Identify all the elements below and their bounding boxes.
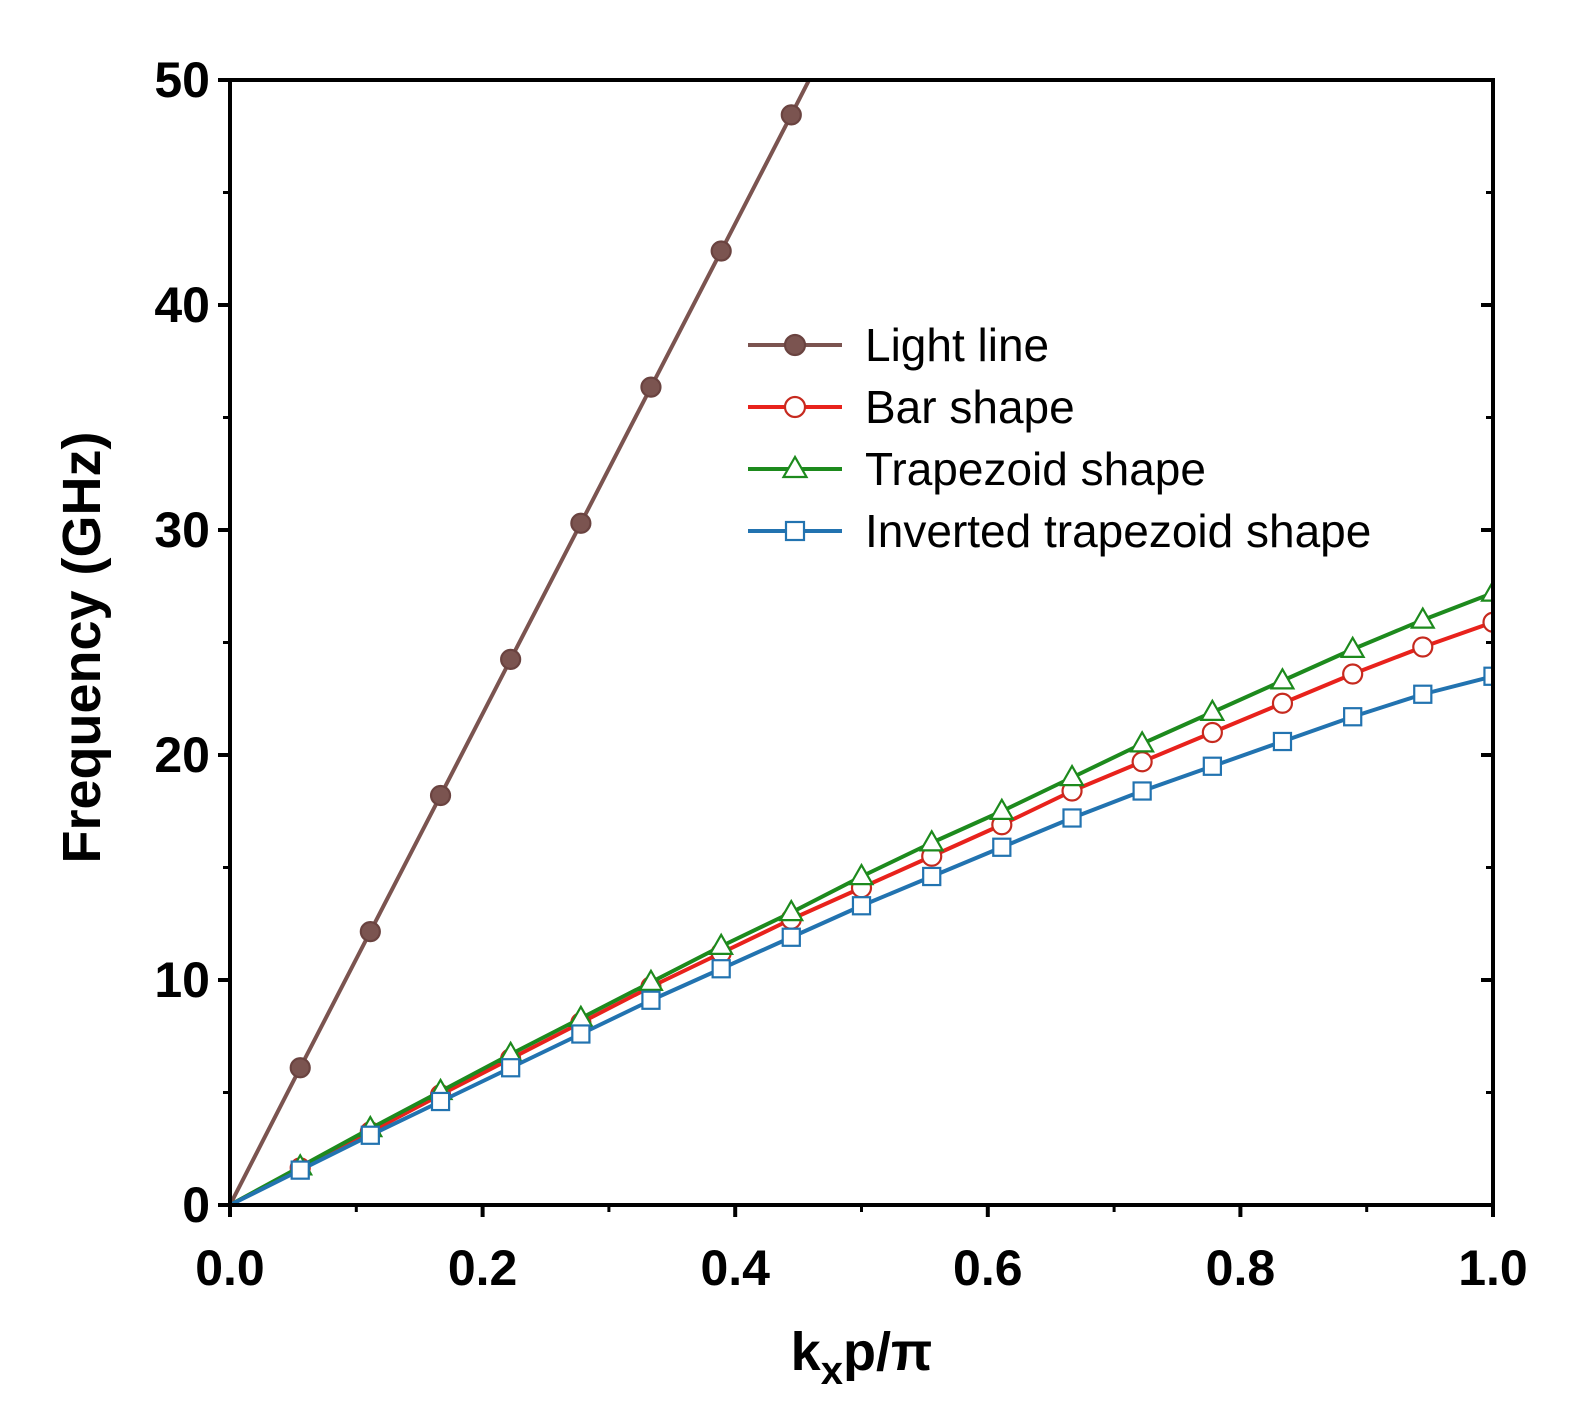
y-tick-label: 40 [154,277,210,333]
legend-swatch-marker [783,333,807,357]
y-tick-label: 30 [154,502,210,558]
data-point-0 [780,104,802,126]
data-point-1 [1271,692,1294,714]
y-tick-label: 20 [154,727,210,783]
series-line-3 [230,674,1493,1205]
data-point-0 [429,784,452,807]
x-tick-label: 0.2 [448,1240,518,1296]
x-axis-title-base: k [791,1322,822,1382]
data-point-2 [778,898,805,922]
data-point-2 [638,968,664,991]
legend-label: Light line [865,319,1049,371]
series-layer [230,80,1493,1205]
data-point-3 [1272,731,1293,752]
data-point-3 [290,1160,310,1180]
data-point-1 [1412,636,1434,658]
data-point-1 [1131,751,1153,773]
data-point-0 [570,512,592,534]
data-point-3 [992,837,1012,857]
data-point-2 [1199,698,1226,721]
data-point-3 [1343,707,1363,727]
legend-item: Trapezoid shape [748,443,1206,495]
data-point-3 [781,927,801,947]
legend-swatch-marker [781,454,809,479]
y-tick-label: 0 [182,1177,210,1233]
data-point-0 [500,648,522,670]
y-tick-label: 10 [154,952,210,1008]
data-point-3 [711,959,731,979]
legend-swatch-marker [784,520,806,542]
x-tick-label: 0.4 [700,1240,770,1296]
y-axis-title: Frequency (GHz) [52,431,112,863]
data-point-1 [1201,721,1223,744]
legend-label: Bar shape [865,381,1075,433]
legend-label: Inverted trapezoid shape [865,505,1371,557]
data-point-1 [1342,663,1364,685]
data-point-0 [710,240,732,262]
data-point-3 [500,1058,521,1078]
legend-item: Bar shape [748,381,1075,433]
x-tick-label: 0.6 [953,1240,1023,1296]
series-2 [230,579,1493,1205]
plot-area-frame [228,78,1495,1207]
data-point-2 [988,797,1015,820]
data-point-0 [289,1057,311,1079]
x-tick-label: 0.0 [195,1240,265,1296]
legend-item: Inverted trapezoid shape [748,505,1371,557]
data-point-3 [430,1091,451,1112]
data-point-0 [359,921,381,943]
data-point-3 [1062,808,1082,828]
data-point-2 [1480,579,1493,602]
legend-item: Light line [748,319,1049,371]
x-tick-label: 0.8 [1206,1240,1276,1296]
x-axis-title-rest: p/π [843,1322,932,1382]
data-point-0 [640,376,662,398]
data-point-2 [1059,763,1085,787]
data-point-3 [571,1024,591,1044]
data-point-3 [360,1125,380,1145]
x-axis-title: kxp/π [791,1322,933,1393]
data-point-3 [922,866,942,887]
data-point-2 [1129,730,1155,753]
data-point-2 [918,829,945,852]
series-line-0 [230,80,811,1205]
legend-label: Trapezoid shape [865,443,1206,495]
data-point-3 [1413,684,1433,704]
data-point-3 [851,896,872,916]
x-axis-title-subscript: x [821,1349,843,1393]
x-tick-label: 1.0 [1458,1240,1528,1296]
tick-labels: 0.0 0.2 0.4 0.6 0.8 1.0 0 10 20 30 40 50 [154,52,1527,1296]
data-point-3 [1132,781,1152,801]
data-point-2 [1409,606,1436,629]
data-point-2 [1339,635,1366,658]
data-point-3 [641,990,661,1010]
data-point-2 [848,862,875,886]
series-0 [230,80,811,1205]
legend: Light line Bar shape Trapezoid shape Invert… [748,319,1371,557]
data-point-2 [1269,667,1296,690]
series-3 [230,666,1493,1205]
data-point-1 [1482,611,1493,633]
data-point-3 [1202,756,1223,776]
tick-marks [218,78,1495,1217]
data-point-2 [708,932,735,955]
y-tick-label: 50 [154,52,210,108]
legend-swatch-marker [783,395,807,419]
